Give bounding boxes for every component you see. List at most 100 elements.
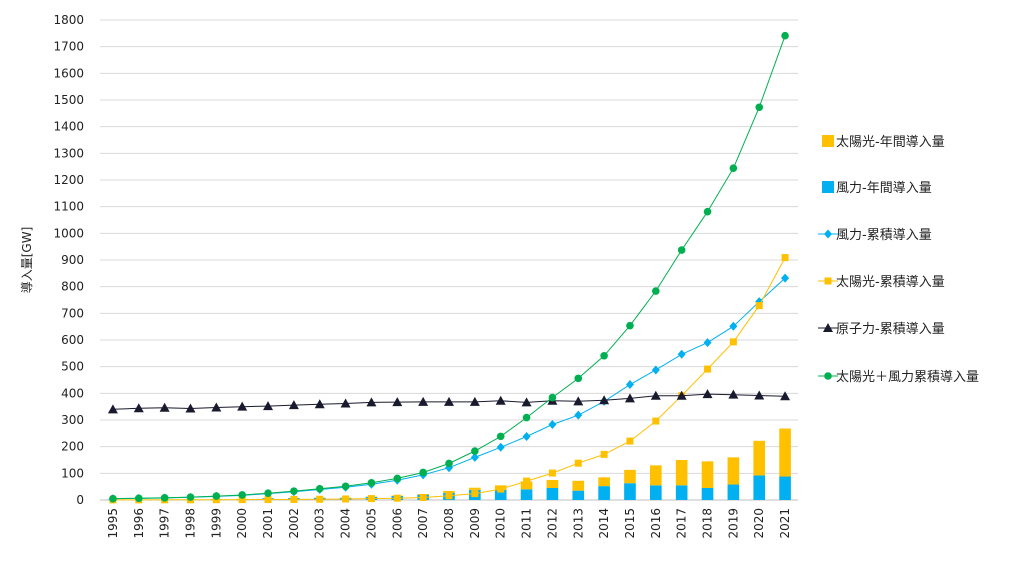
data-point-circle [160, 494, 169, 502]
y-tick-label: 0 [76, 493, 84, 507]
data-point-diamond [548, 419, 557, 429]
y-tick-label: 600 [61, 333, 84, 347]
data-point-diamond [781, 273, 790, 283]
x-tick-label: 1999 [209, 508, 223, 539]
data-point-circle [290, 487, 298, 495]
line-series [107, 31, 791, 504]
x-tick-label: 2018 [701, 508, 715, 539]
data-point-circle [212, 492, 221, 500]
x-tick-label: 2005 [364, 508, 378, 539]
bar-wind-annual [494, 489, 507, 500]
data-point-triangle [521, 397, 532, 407]
legend-entry-label: 風力-年間導入量 [836, 181, 932, 196]
data-point-triangle [107, 404, 118, 414]
bar-solar-annual [598, 477, 610, 487]
data-point-square [600, 450, 608, 458]
y-tick-label: 1600 [53, 66, 84, 80]
data-point-diamond [470, 452, 479, 462]
data-point-triangle [573, 396, 584, 406]
data-point-circle [781, 31, 789, 40]
x-tick-label: 2014 [597, 508, 611, 539]
legend-swatch [822, 181, 834, 193]
y-tick-label: 1400 [53, 120, 84, 134]
legend-entry-label: 太陽光-年間導入量 [836, 135, 945, 150]
x-tick-label: 2015 [623, 508, 637, 539]
data-point-triangle [702, 389, 713, 399]
bar-wind-annual [520, 489, 533, 500]
data-point-square [652, 417, 660, 425]
x-tick-label: 2007 [416, 508, 430, 539]
data-point-circle [755, 103, 764, 112]
data-point-circle [367, 479, 376, 487]
legend-entry-label: 風力-累積導入量 [836, 228, 932, 243]
y-tick-label: 1100 [53, 200, 84, 214]
x-axis: 1995 1996 1997 1998 1999 2000 2001 2002 2003 2004… [106, 508, 792, 539]
data-point-triangle [676, 390, 687, 400]
data-point-circle [522, 413, 531, 422]
data-point-diamond [574, 410, 583, 420]
data-point-diamond [496, 442, 505, 452]
data-point-triangle [599, 395, 610, 405]
data-point-triangle [495, 395, 506, 405]
x-tick-label: 2011 [520, 508, 534, 539]
bar-wind-annual [649, 485, 662, 500]
data-point-diamond [625, 380, 634, 390]
bar-solar-annual [572, 480, 585, 491]
data-point-triangle [366, 397, 377, 407]
x-tick-label: 2010 [494, 508, 508, 539]
y-axis: 0 100 200 300 400 500 600 700 800 900 1000 1100 1200… [53, 13, 84, 507]
x-tick-label: 1996 [132, 508, 146, 539]
x-tick-label: 2012 [545, 508, 559, 539]
bar-wind-annual [701, 488, 714, 500]
data-point-square [471, 490, 479, 498]
bar-solar-annual [649, 465, 662, 486]
data-point-triangle [185, 403, 196, 413]
data-point-diamond [677, 349, 686, 359]
data-point-circle [471, 447, 479, 455]
data-point-circle [264, 489, 272, 497]
y-tick-label: 1500 [53, 93, 84, 107]
data-point-circle [109, 494, 117, 503]
data-point-diamond [729, 321, 738, 331]
data-point-square [574, 459, 582, 467]
data-point-circle [238, 491, 246, 499]
data-point-square [290, 495, 298, 503]
x-tick-label: 2002 [287, 508, 301, 539]
bar-solar-annual [779, 428, 791, 477]
data-point-triangle [133, 403, 144, 413]
data-point-square [704, 365, 712, 373]
data-point-circle [652, 287, 660, 295]
x-tick-label: 2000 [235, 508, 249, 539]
legend-marker [823, 323, 833, 332]
data-point-triangle [237, 401, 248, 411]
bar-wind-annual [753, 475, 766, 500]
data-point-square [445, 492, 453, 500]
data-point-circle [677, 246, 686, 254]
legend-marker [824, 277, 832, 285]
data-point-circle [341, 482, 350, 491]
bar-solar-annual [546, 480, 559, 488]
legend-marker [824, 372, 832, 380]
data-point-circle [315, 484, 324, 493]
data-point-square [238, 496, 246, 504]
x-tick-label: 2016 [649, 508, 663, 539]
data-point-square [729, 338, 737, 346]
y-tick-label: 700 [61, 306, 84, 320]
gridlines [100, 19, 798, 501]
data-point-square [626, 437, 634, 445]
data-point-circle [186, 493, 195, 501]
data-point-triangle [624, 393, 635, 403]
data-point-circle [703, 207, 712, 216]
data-point-circle [419, 468, 427, 477]
series-line [112, 35, 786, 500]
data-point-triangle [314, 399, 325, 409]
x-tick-label: 2009 [468, 508, 482, 539]
data-point-triangle [159, 402, 170, 412]
data-point-triangle [754, 390, 765, 400]
data-point-circle [574, 374, 583, 383]
legend: 太陽光-年間導入量風力-年間導入量風力-累積導入量太陽光-累積導入量原子力-累積… [818, 135, 979, 385]
legend-marker [824, 229, 832, 239]
data-point-triangle [392, 397, 403, 407]
data-point-circle [445, 459, 453, 468]
data-point-triangle [444, 396, 454, 406]
